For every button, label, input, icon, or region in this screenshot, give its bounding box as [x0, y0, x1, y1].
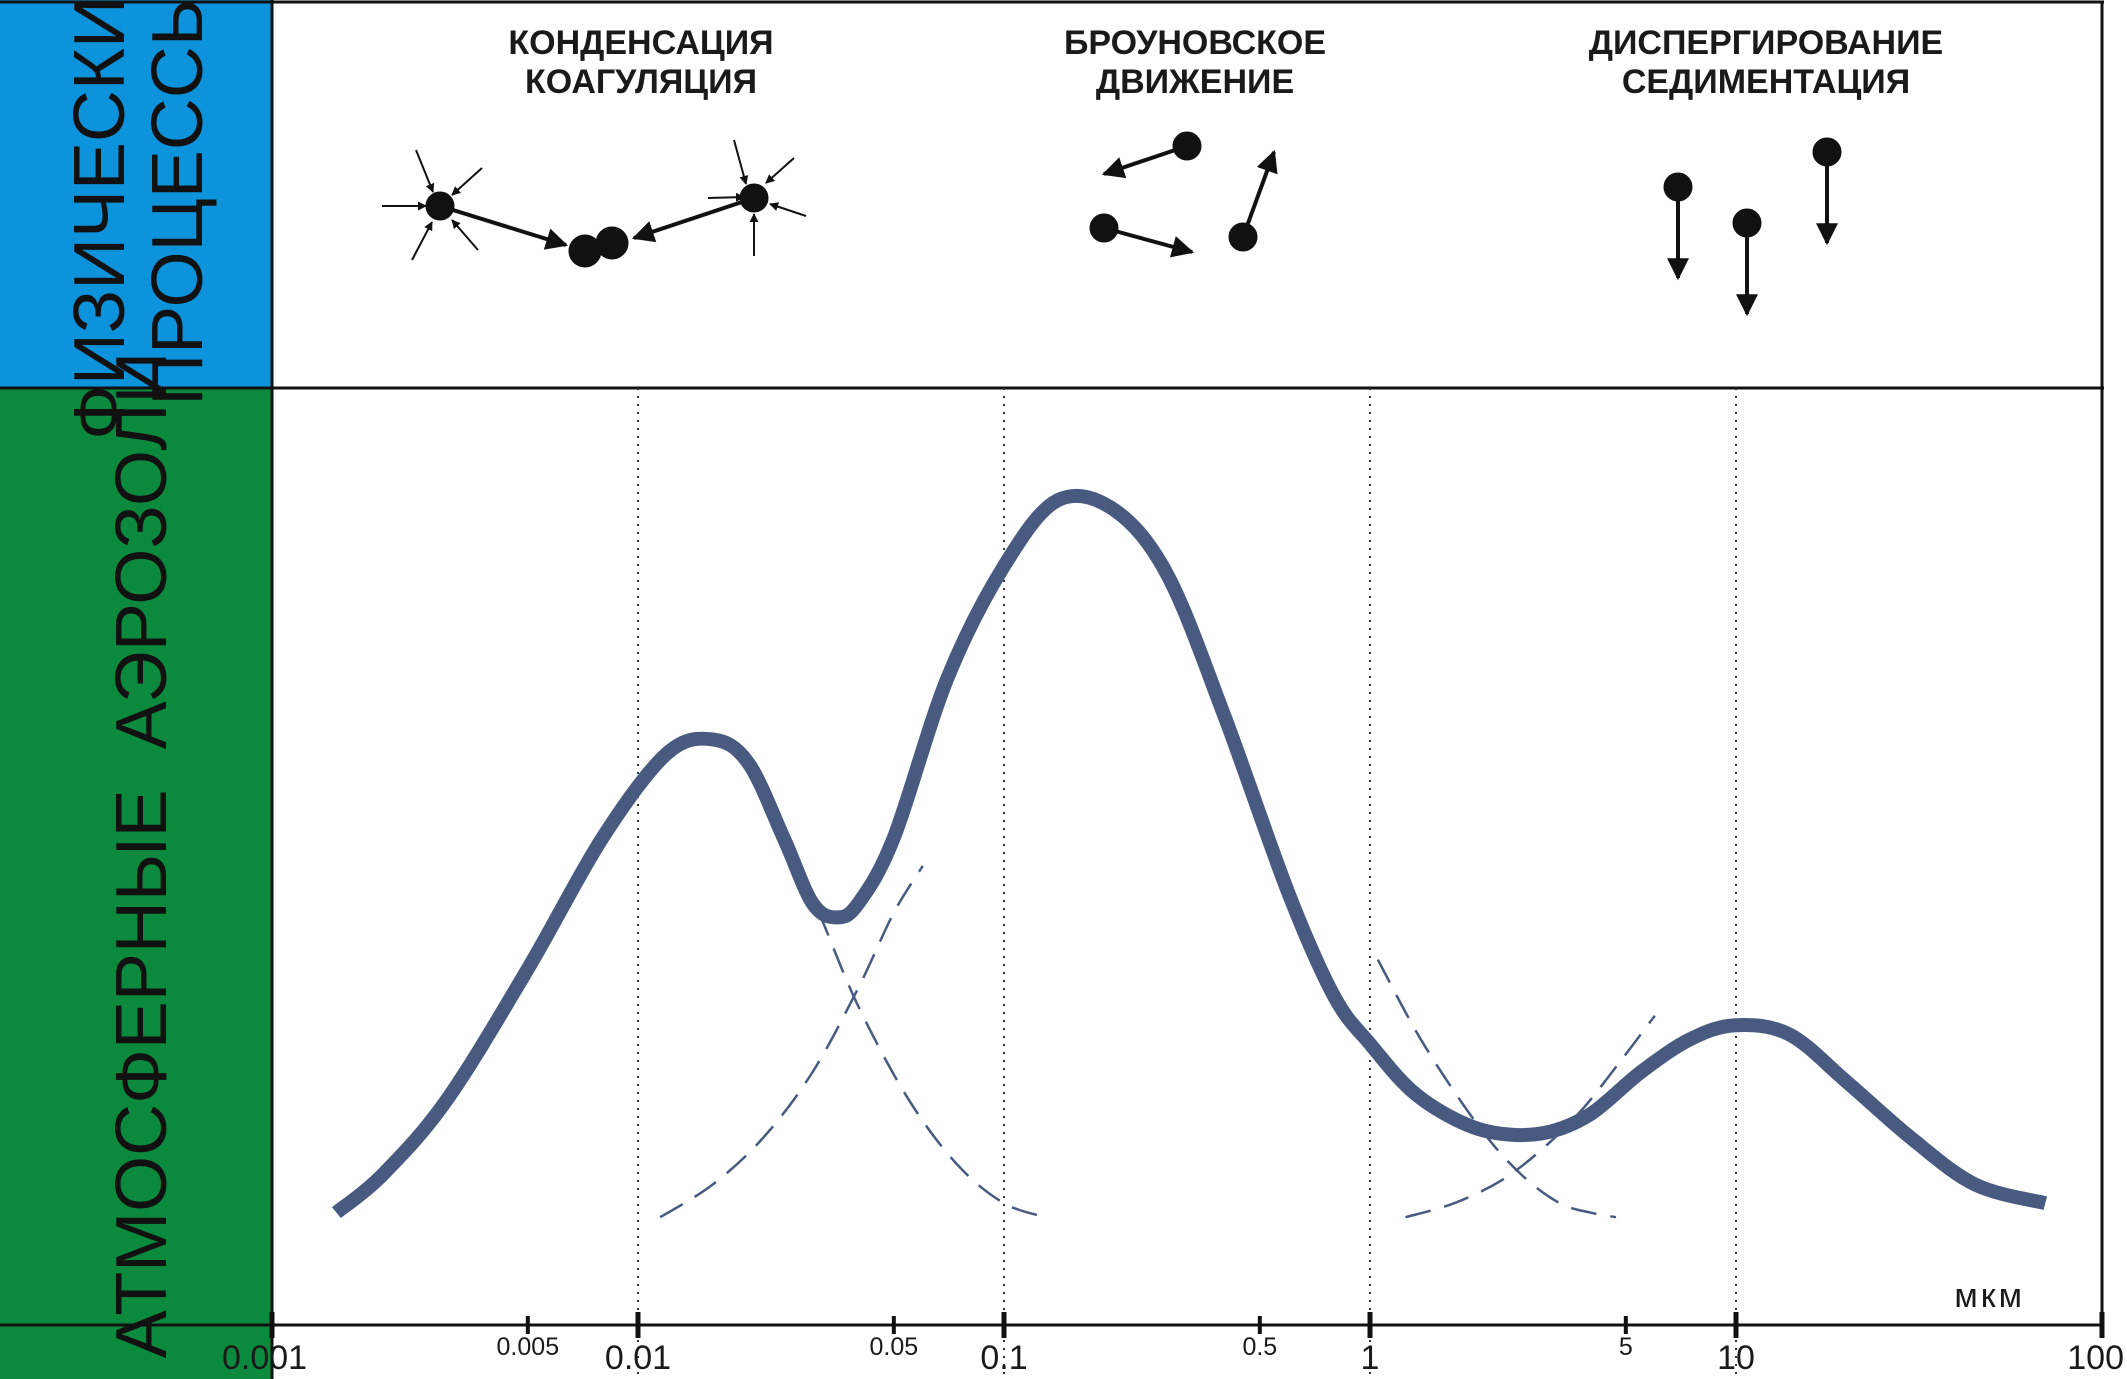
- top-band: [0, 0, 272, 388]
- major-tick-label-5: 100: [2067, 1339, 2124, 1377]
- mode-component-curve-4: [1405, 1015, 1656, 1219]
- condensation-coagulation-icon: [382, 139, 807, 268]
- sedimentation-icon: [1663, 137, 1842, 317]
- major-tick-label-0: 0.001: [222, 1339, 307, 1377]
- bottom-band: [0, 388, 272, 1379]
- minor-tick-label-1: 0.05: [869, 1333, 918, 1361]
- process-title-brownian-line1: БРОУНОВСКОЕ: [1064, 24, 1326, 62]
- process-title-sedimentation-line1: ДИСПЕРГИРОВАНИЕ: [1589, 24, 1943, 62]
- distribution-curves: [331, 488, 2048, 1219]
- side-label-bottom: АТМОСФЕРНЫЕ АЭРОЗОЛИ: [102, 352, 182, 1358]
- process-title-brownian-line2: ДВИЖЕНИЕ: [1096, 63, 1294, 101]
- mode-component-curve-1: [800, 874, 1047, 1219]
- minor-tick-label-3: 5: [1619, 1333, 1633, 1361]
- process-title-condensation-line1: КОНДЕНСАЦИЯ: [508, 24, 773, 62]
- gridlines: [637, 388, 1737, 1379]
- minor-tick-label-0: 0.005: [497, 1333, 560, 1361]
- side-label-top-line2: ПРОЦЕССЫ: [138, 0, 218, 406]
- major-tick-label-3: 1: [1361, 1339, 1380, 1377]
- side-label-top-line1: ФИЗИЧЕСКИЕ: [60, 0, 140, 440]
- mode-component-curve-3: [1376, 959, 1617, 1219]
- x-axis-unit: мкм: [1954, 1277, 2025, 1315]
- major-tick-label-2: 0.1: [980, 1339, 1027, 1377]
- major-tick-label-4: 10: [1717, 1339, 1755, 1377]
- total-distribution-curve: [331, 488, 2048, 1219]
- process-title-condensation-line2: КОАГУЛЯЦИЯ: [525, 63, 757, 101]
- major-tick-label-1: 0.01: [605, 1339, 671, 1377]
- brownian-motion-icon: [1089, 131, 1278, 258]
- minor-tick-label-2: 0.5: [1242, 1333, 1277, 1361]
- mode-component-curve-2: [659, 865, 924, 1219]
- axis-ticks: 0.001 0.01 0.1 1 10 100 0.005 0.05 0.5 5: [222, 1312, 2124, 1377]
- process-title-sedimentation-line2: СЕДИМЕНТАЦИЯ: [1622, 63, 1910, 101]
